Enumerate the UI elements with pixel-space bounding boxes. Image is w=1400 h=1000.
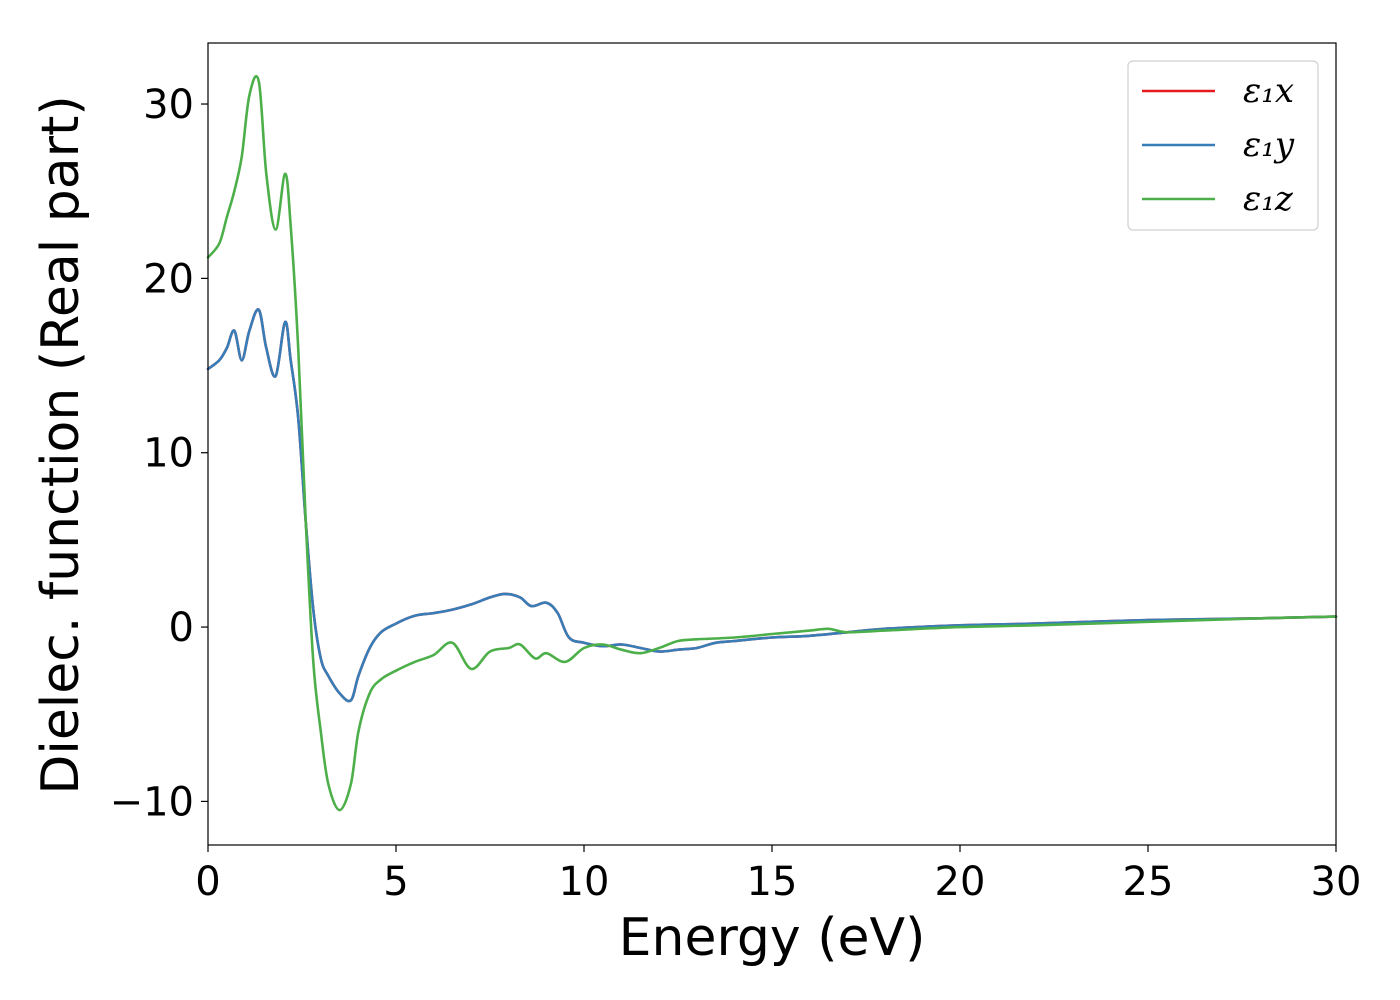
x-tick-label: 0 (195, 859, 220, 905)
y-tick-label: 10 (143, 431, 194, 477)
y-axis-ticks: −10 0 10 20 30 (110, 82, 208, 825)
x-tick-label: 5 (383, 859, 408, 905)
x-tick-label: 25 (1123, 859, 1174, 905)
legend-box (1127, 60, 1319, 231)
y-tick-label: 30 (143, 82, 194, 128)
legend: ε₁x ε₁y ε₁z (1127, 60, 1319, 231)
y-tick-label: −10 (110, 779, 194, 825)
series-line-3 (206, 74, 1338, 812)
series-line-2 (206, 308, 1338, 703)
series-lines (206, 74, 1338, 812)
x-tick-label: 15 (747, 859, 798, 905)
y-tick-label: 20 (143, 256, 194, 302)
y-axis-label: Dielec. function (Real part) (31, 95, 91, 794)
legend-label-2: ε₁y (1243, 125, 1295, 165)
x-tick-label: 10 (559, 859, 610, 905)
y-tick-label: 0 (169, 605, 194, 651)
legend-label-3: ε₁z (1243, 179, 1294, 219)
x-tick-label: 30 (1311, 859, 1362, 905)
x-tick-label: 20 (935, 859, 986, 905)
x-axis-label: Energy (eV) (619, 908, 926, 968)
legend-label-1: ε₁x (1243, 71, 1294, 111)
x-axis-ticks: 0 5 10 15 20 25 30 (195, 845, 1361, 905)
